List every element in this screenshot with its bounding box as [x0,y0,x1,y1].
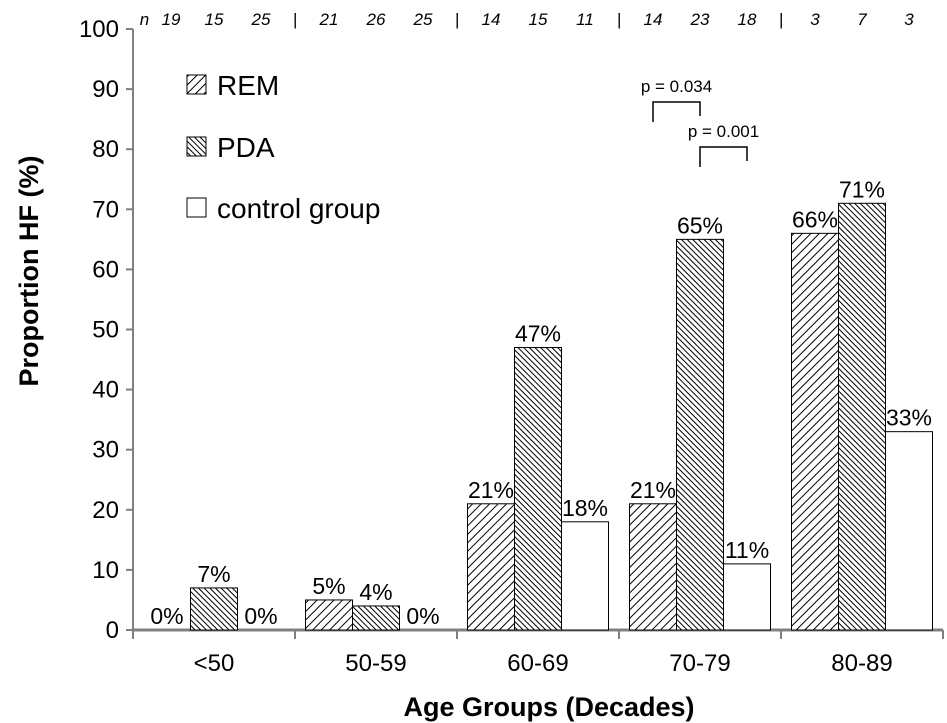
bar-control-group [885,431,933,631]
n-count: 11 [576,10,594,29]
y-tick-label: 90 [92,76,119,103]
bar-pda [838,202,886,631]
n-separator: | [617,10,621,29]
y-tick-label: 100 [79,16,119,43]
data-label: 5% [312,573,345,599]
n-count: 25 [413,10,433,29]
data-label: 18% [562,495,608,521]
bar-rem [791,232,839,631]
n-count: 23 [690,10,710,29]
data-label: 33% [886,405,932,431]
legend-swatch [186,74,207,95]
data-label: 7% [197,561,230,587]
data-label: 0% [150,603,183,629]
x-axis: <50 50-59 60-69 70-79 80-89 [132,628,944,677]
data-label: 0% [244,603,277,629]
bar-pda [352,605,400,631]
bar-control-group [723,563,771,631]
x-category-label: 70-79 [669,650,730,677]
n-counts-row: n 19 15 25 | 21 26 25 | 14 15 11 | 14 23 18 | 3 7 3 [140,10,915,29]
legend-swatch [186,136,207,157]
n-count: 26 [366,10,386,29]
bar-pda [676,238,724,631]
y-tick-label: 10 [92,557,119,584]
n-separator: | [293,10,297,29]
y-tick-label: 0 [106,617,119,644]
legend-label: REM [217,70,279,101]
data-label: 21% [630,477,676,503]
y-tick-label: 30 [92,437,119,464]
bar-pda [514,347,562,631]
y-tick-label: 60 [92,256,119,283]
y-tick-label: 70 [92,196,119,223]
y-axis-title: Proportion HF (%) [14,156,44,387]
n-count: 25 [251,10,271,29]
p-value-label: p = 0.001 [688,122,759,141]
y-tick-label: 50 [92,317,119,344]
data-label: 11% [725,537,769,563]
p-value-label: p = 0.034 [641,77,712,96]
x-category-label: <50 [194,650,235,677]
bars: 0% 5% 21% 21% 66% 7% 4% 47% 65% 71% 0% 0% 18% 11% 33% [150,176,933,631]
bar-pda [190,587,238,631]
significance-bracket [652,101,701,122]
bar-rem [305,599,353,631]
n-count: 18 [738,10,757,29]
legend-label: control group [217,193,380,224]
data-label: 4% [359,579,392,605]
data-label: 65% [677,212,723,238]
n-separator: | [779,10,783,29]
legend: REM PDA control group [186,70,380,224]
x-category-label: 80-89 [831,650,892,677]
n-count: 3 [904,10,914,29]
data-label: 21% [468,477,514,503]
significance-bracket [699,146,748,167]
legend-swatch [186,197,207,218]
bar-rem [629,503,677,631]
x-axis-title: Age Groups (Decades) [403,692,694,722]
data-label: 47% [515,321,561,347]
y-tick-label: 20 [92,497,119,524]
x-category-label: 60-69 [507,650,568,677]
significance-brackets: p = 0.034 p = 0.001 [641,77,759,167]
n-count: 14 [644,10,663,29]
y-tick-label: 80 [92,136,119,163]
n-count: 3 [810,10,820,29]
n-separator: | [455,10,459,29]
data-label: 71% [839,176,885,202]
n-count: 15 [205,10,224,29]
legend-label: PDA [217,132,275,163]
n-count: 14 [482,10,501,29]
n-count: 21 [319,10,339,29]
n-count: 15 [529,10,548,29]
bar-rem [467,503,515,631]
n-count: 19 [162,10,181,29]
y-axis: 0 10 20 30 40 50 60 70 80 90 100 [79,16,134,644]
x-category-label: 50-59 [345,650,406,677]
y-tick-label: 40 [92,377,119,404]
n-prefix: n [140,10,149,29]
n-count: 7 [857,10,867,29]
bar-control-group [561,521,609,631]
data-label: 66% [792,206,838,232]
data-label: 0% [406,603,439,629]
